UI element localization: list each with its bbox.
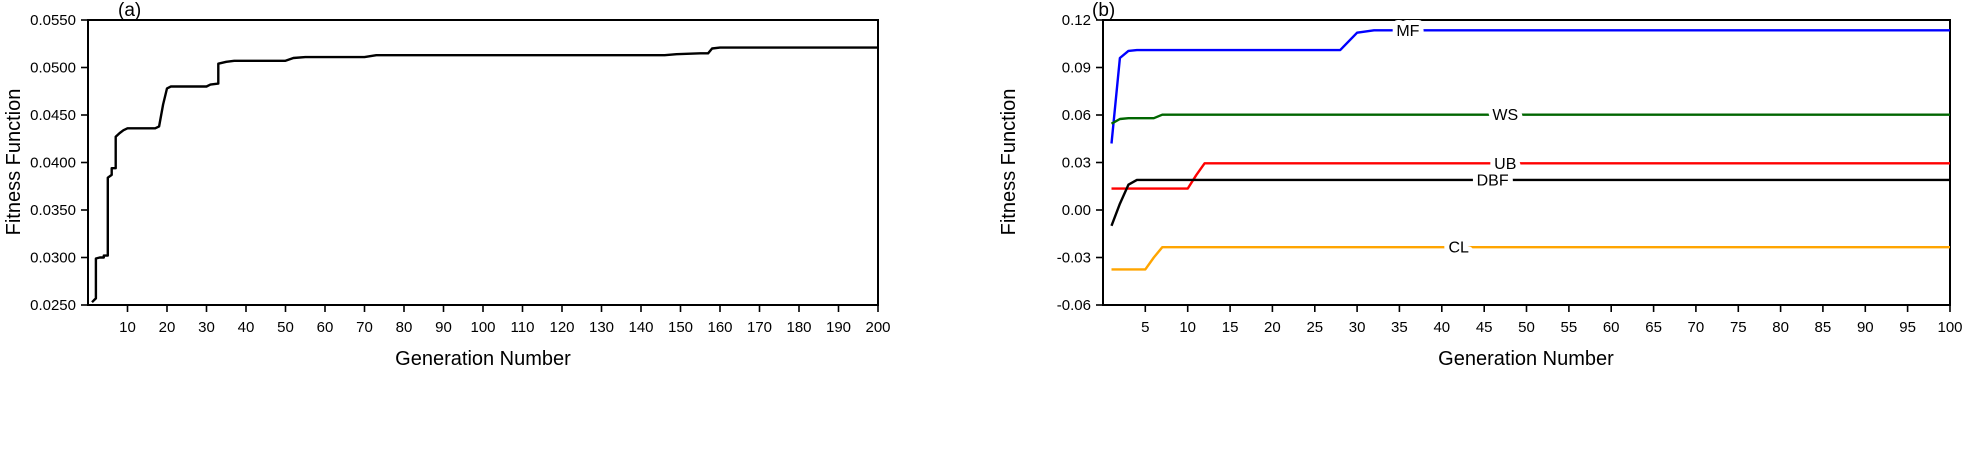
y-tick-label: 0.06 [1062, 107, 1091, 124]
series-line-DBF [1110, 178, 1950, 227]
series-label-WS: WS [1492, 107, 1518, 124]
series-line-CL [1111, 245, 1950, 271]
panel-label-a: (a) [118, 0, 141, 21]
y-tick-label: -0.03 [1057, 250, 1091, 267]
x-tick-label: 170 [747, 319, 772, 336]
x-tick-label: 120 [549, 319, 574, 336]
x-tick-label: 60 [1603, 319, 1620, 336]
x-tick-label: 75 [1730, 319, 1747, 336]
y-tick-label: 0.0250 [30, 297, 76, 314]
x-tick-label: 20 [159, 319, 176, 336]
x-tick-label: 110 [511, 319, 535, 336]
y-tick-label: 0.0500 [30, 60, 76, 77]
x-tick-label: 30 [1349, 319, 1366, 336]
series-line-fitness [91, 46, 878, 304]
y-tick-label: 0.0350 [30, 202, 76, 219]
x-tick-label: 55 [1561, 319, 1578, 336]
y-tick-label: 0.0300 [30, 250, 76, 267]
y-tick-label: 0.12 [1062, 12, 1091, 29]
x-tick-label: 40 [1433, 319, 1450, 336]
x-tick-label: 100 [1937, 319, 1962, 336]
series-label-UB: UB [1494, 156, 1516, 173]
series-label-MF: MF [1396, 23, 1419, 40]
y-tick-label: 0.09 [1062, 60, 1091, 77]
x-tick-label: 150 [668, 319, 693, 336]
panel-b: (b) Generation Number Fitness Function 5… [920, 0, 1968, 405]
x-axis-title-b: Generation Number [1438, 348, 1614, 370]
x-tick-label: 95 [1899, 319, 1916, 336]
y-tick-label: 0.0400 [30, 155, 76, 172]
x-tick-label: 10 [1179, 319, 1196, 336]
x-tick-label: 90 [1857, 319, 1874, 336]
y-tick-label: 0.00 [1062, 202, 1091, 219]
x-tick-label: 65 [1645, 319, 1662, 336]
x-tick-label: 20 [1264, 319, 1281, 336]
x-tick-label: 80 [396, 319, 413, 336]
y-tick-label: -0.06 [1057, 297, 1091, 314]
series-line-UB [1111, 162, 1950, 190]
y-tick-label: 0.03 [1062, 155, 1091, 172]
x-tick-label: 90 [435, 319, 452, 336]
series-line-WS [1110, 113, 1950, 125]
chart-a: (a) Generation Number Fitness Function 1… [3, 0, 891, 370]
x-tick-label: 35 [1391, 319, 1408, 336]
x-tick-label: 85 [1815, 319, 1832, 336]
series-line-MF [1110, 29, 1950, 144]
x-tick-label: 25 [1306, 319, 1323, 336]
x-axis-title-a: Generation Number [395, 348, 571, 370]
y-axis-title-a: Fitness Function [3, 89, 25, 236]
x-tick-label: 30 [198, 319, 215, 336]
x-tick-label: 70 [1688, 319, 1705, 336]
x-tick-label: 180 [786, 319, 811, 336]
x-tick-label: 80 [1772, 319, 1789, 336]
x-tick-label: 160 [707, 319, 732, 336]
plot-area-a: 10 20 30 40 50 60 70 80 90 100 110 120 130 140 150 160 1… [30, 12, 890, 336]
panel-label-b: (b) [1092, 0, 1115, 21]
series-label-CL: CL [1448, 240, 1469, 257]
x-tick-label: 200 [865, 319, 890, 336]
x-tick-label: 10 [119, 319, 136, 336]
series-label-DBF: DBF [1477, 172, 1509, 189]
x-tick-label: 15 [1222, 319, 1239, 336]
y-axis-title-b: Fitness Function [998, 89, 1020, 236]
plot-frame [87, 19, 879, 306]
x-tick-label: 50 [277, 319, 294, 336]
x-tick-label: 60 [317, 319, 334, 336]
plot-area-b: 5 10 15 20 25 30 35 40 45 50 55 60 65 70 75 80 85 90 95 100… [1057, 12, 1963, 336]
x-tick-label: 50 [1518, 319, 1535, 336]
x-tick-label: 140 [628, 319, 653, 336]
x-tick-label: 5 [1141, 319, 1149, 336]
x-tick-label: 100 [470, 319, 495, 336]
x-tick-label: 40 [238, 319, 255, 336]
x-tick-label: 45 [1476, 319, 1493, 336]
chart-b: (b) Generation Number Fitness Function 5… [998, 0, 1963, 370]
y-tick-label: 0.0550 [30, 12, 76, 29]
y-tick-label: 0.0450 [30, 107, 76, 124]
x-tick-label: 70 [356, 319, 373, 336]
x-tick-label: 130 [589, 319, 614, 336]
panel-a: (a) Generation Number Fitness Function 1… [0, 0, 920, 405]
x-tick-label: 190 [826, 319, 851, 336]
